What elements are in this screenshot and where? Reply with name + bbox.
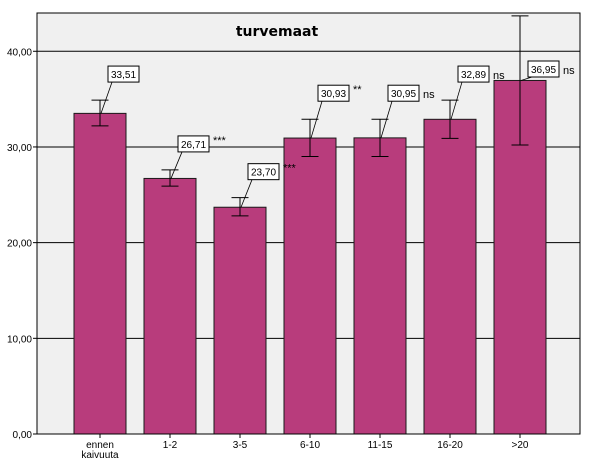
y-tick-label: 20,00 [7, 239, 32, 250]
chart-title: turvemaat [236, 24, 319, 40]
data-label-leader [310, 101, 323, 139]
data-label-box [387, 84, 420, 102]
bars [73, 79, 547, 435]
data-label-leader [170, 151, 183, 179]
error-bars [91, 15, 529, 217]
y-tick-label: 40,00 [7, 47, 32, 58]
x-tick-label: 6-10 [300, 440, 320, 451]
data-label-leader [450, 81, 463, 120]
bar [213, 206, 267, 435]
data-label: 26,71 [181, 140, 206, 151]
data-label: 23,70 [251, 168, 276, 179]
x-tick-label: >20 [512, 440, 529, 451]
plot-frame [36, 12, 581, 435]
significance-label: ** [353, 84, 362, 96]
data-label-leader [240, 179, 253, 208]
bar [493, 79, 547, 435]
y-tick-label: 30,00 [7, 143, 32, 154]
y-tick-label: 10,00 [7, 334, 32, 345]
significance-label: *** [213, 135, 227, 147]
y-tick-label: 0,00 [13, 430, 33, 441]
x-tick-label: 16-20 [437, 440, 463, 451]
data-labels: 33,51 26,71 *** 23,70 *** 30,93 ** 30,95 ns 32,89… [100, 60, 575, 208]
data-label: 30,93 [321, 89, 346, 100]
bar [353, 137, 407, 435]
x-tick-label: 11-15 [368, 440, 393, 451]
significance-label: *** [283, 163, 297, 175]
bar [143, 177, 197, 435]
significance-label: ns [563, 65, 575, 77]
data-label-box [177, 135, 210, 153]
bar [283, 137, 337, 435]
data-label: 36,95 [531, 65, 556, 76]
data-label-box [317, 84, 350, 102]
significance-label: ns [493, 70, 505, 82]
data-label: 33,51 [111, 70, 136, 81]
data-label: 30,95 [391, 89, 416, 100]
data-label-leader [520, 76, 533, 81]
data-label-box [527, 60, 560, 78]
x-tick-label: 3-5 [233, 440, 248, 451]
y-axis-ticks: 0,00 10,00 20,00 30,00 40,00 [7, 47, 37, 441]
x-tick-label: 1-2 [163, 440, 178, 451]
x-tick-label: ennen [86, 440, 114, 451]
significance-label: ns [423, 89, 435, 101]
data-label: 32,89 [461, 70, 486, 81]
data-label-leader [100, 81, 113, 114]
data-label-box [247, 163, 280, 181]
data-label-leader [380, 101, 393, 138]
x-tick-label: kaivuuta [81, 450, 119, 461]
data-label-box [107, 65, 140, 83]
bar [423, 118, 477, 435]
data-label-box [457, 65, 490, 83]
bar [73, 112, 127, 435]
